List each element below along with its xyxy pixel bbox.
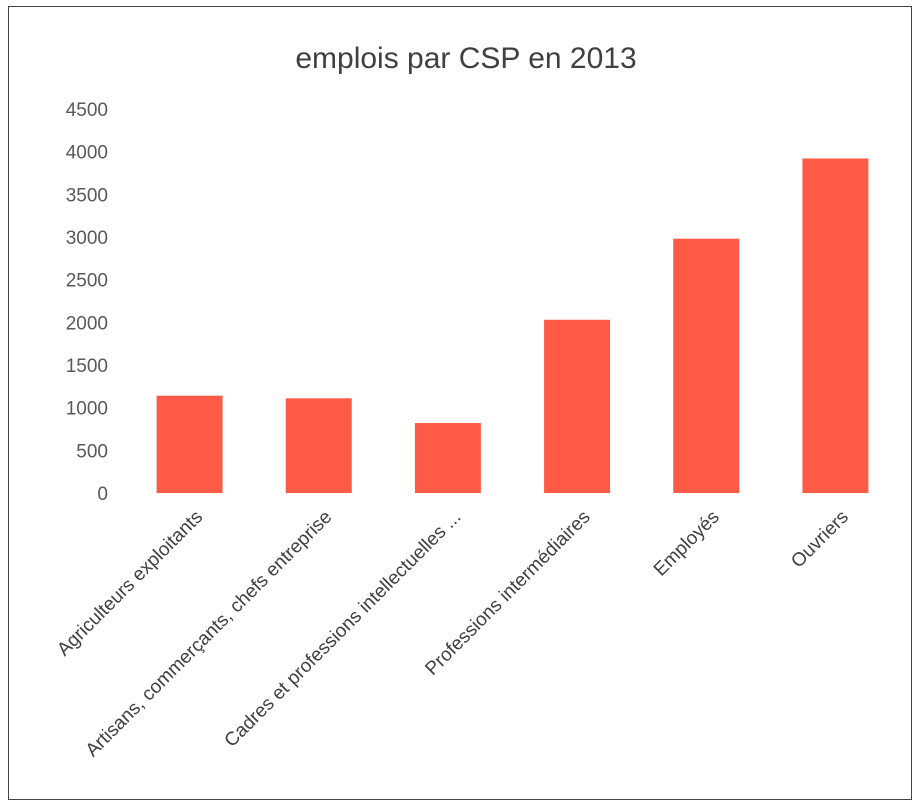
y-tick-label: 4000 — [66, 143, 108, 164]
y-tick-label: 3500 — [66, 185, 108, 206]
x-tick-label: Ouvriers — [787, 507, 853, 573]
y-tick-label: 3000 — [66, 228, 108, 249]
y-tick-label: 2500 — [66, 271, 108, 292]
x-tick-label: Agriculteurs exploitants — [53, 507, 207, 661]
y-tick-label: 500 — [76, 441, 108, 462]
bar — [285, 398, 352, 493]
chart-title: emplois par CSP en 2013 — [295, 42, 636, 75]
bar — [802, 158, 869, 493]
bar — [544, 319, 611, 493]
x-tick-label: Employés — [650, 507, 724, 581]
y-tick-label: 1500 — [66, 356, 108, 377]
y-tick-label: 1000 — [66, 399, 108, 420]
y-tick-label: 0 — [97, 484, 108, 505]
y-tick-label: 2000 — [66, 313, 108, 334]
bar — [673, 238, 740, 493]
x-tick-label: Artisans, commerçants, chefs entreprise — [82, 507, 337, 762]
y-axis-ticks: 0 500 1000 1500 2000 2500 3000 3500 4000 4500 — [66, 100, 108, 505]
bar — [414, 423, 481, 493]
bars — [156, 158, 869, 493]
y-tick-label: 4500 — [66, 100, 108, 121]
bar — [156, 395, 223, 493]
x-tick-label: Cadres et professions intellectuelles ..… — [221, 507, 466, 752]
